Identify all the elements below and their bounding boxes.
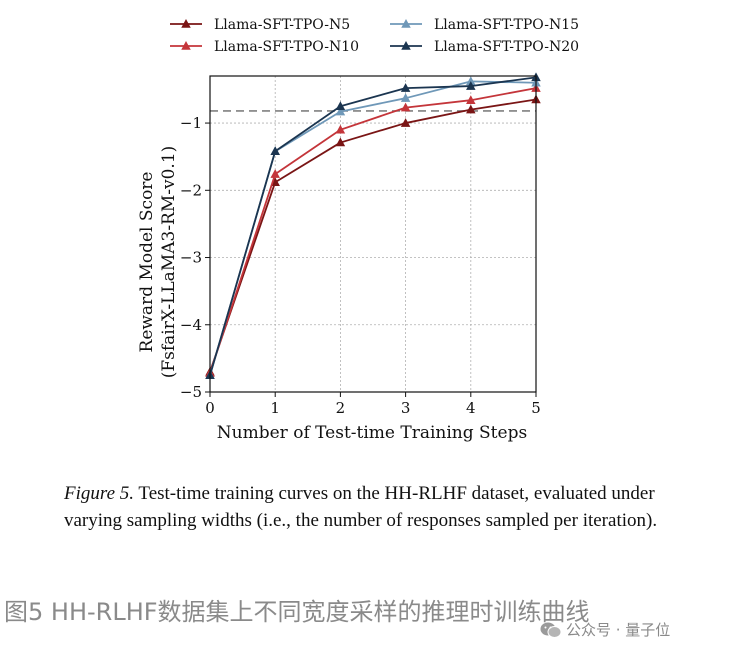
x-tick-label: 1 xyxy=(270,399,280,417)
watermark-text: 公众号 · 量子位 xyxy=(566,621,671,639)
legend-entry-3: Llama-SFT-TPO-N15 xyxy=(390,17,579,33)
watermark: 公众号 · 量子位 xyxy=(540,619,670,640)
wechat-icon xyxy=(540,622,562,638)
y-tick-label: −2 xyxy=(180,181,202,199)
legend-marker xyxy=(181,41,191,50)
data-point xyxy=(466,76,476,86)
series-line xyxy=(209,87,537,374)
legend-entry-1: Llama-SFT-TPO-N5 xyxy=(170,17,350,33)
y-axis-label: Reward Model Score (FsfairX-LLaMA3-RM-v0… xyxy=(137,146,179,379)
legend-label: Llama-SFT-TPO-N20 xyxy=(434,39,579,55)
series-line xyxy=(209,76,537,376)
reward-chart: Llama-SFT-TPO-N5 Llama-SFT-TPO-N10 Llama-S… xyxy=(137,17,579,443)
legend-marker xyxy=(401,19,411,28)
series-2 xyxy=(205,83,541,377)
x-tick-label: 0 xyxy=(205,399,215,417)
x-tick-label: 3 xyxy=(401,399,411,417)
legend-marker xyxy=(401,41,411,50)
data-point xyxy=(400,102,411,112)
legend-label: Llama-SFT-TPO-N10 xyxy=(214,39,359,55)
y-axis-label-line1: Reward Model Score xyxy=(137,172,157,353)
data-point xyxy=(335,101,346,111)
legend-label: Llama-SFT-TPO-N15 xyxy=(434,17,579,33)
x-tick-label: 5 xyxy=(531,399,541,417)
plot-border xyxy=(209,75,537,393)
data-point xyxy=(335,137,346,147)
legend-label: Llama-SFT-TPO-N5 xyxy=(214,17,350,33)
axis-ticks: 0 1 2 3 4 5 −5 −4 −3 −2 −1 xyxy=(180,114,541,417)
y-tick-label: −4 xyxy=(180,316,202,334)
data-point xyxy=(400,118,411,127)
series-lines xyxy=(205,72,541,379)
plot-frame xyxy=(209,75,537,393)
x-axis-label: Number of Test-time Training Steps xyxy=(217,423,527,443)
data-point xyxy=(466,95,476,104)
legend-marker xyxy=(181,19,191,28)
x-tick-label: 4 xyxy=(466,399,476,417)
y-tick-label: −1 xyxy=(180,114,202,132)
series-line xyxy=(209,98,537,373)
data-point xyxy=(400,83,411,92)
data-point xyxy=(335,106,346,116)
y-tick-label: −5 xyxy=(180,383,202,401)
data-point xyxy=(466,81,476,90)
grid xyxy=(210,76,536,392)
legend-entry-4: Llama-SFT-TPO-N20 xyxy=(390,39,579,55)
data-point xyxy=(400,93,411,102)
caption-label: Figure 5. xyxy=(64,483,135,504)
figure-caption: Figure 5. Test-time training curves on t… xyxy=(64,480,684,534)
data-point xyxy=(270,146,280,156)
data-point xyxy=(270,169,280,178)
y-tick-label: −3 xyxy=(180,249,202,267)
legend: Llama-SFT-TPO-N5 Llama-SFT-TPO-N10 Llama-S… xyxy=(170,17,579,55)
x-tick-label: 2 xyxy=(336,399,346,417)
y-axis-label-line2: (FsfairX-LLaMA3-RM-v0.1) xyxy=(159,146,179,379)
caption-text: Test-time training curves on the HH-RLHF… xyxy=(64,483,658,531)
series-3 xyxy=(205,76,541,379)
data-point xyxy=(335,124,346,134)
data-point xyxy=(466,104,476,114)
legend-entry-2: Llama-SFT-TPO-N10 xyxy=(170,39,359,55)
chinese-title: 图5 HH-RLHF数据集上不同宽度采样的推理时训练曲线 xyxy=(4,598,590,626)
